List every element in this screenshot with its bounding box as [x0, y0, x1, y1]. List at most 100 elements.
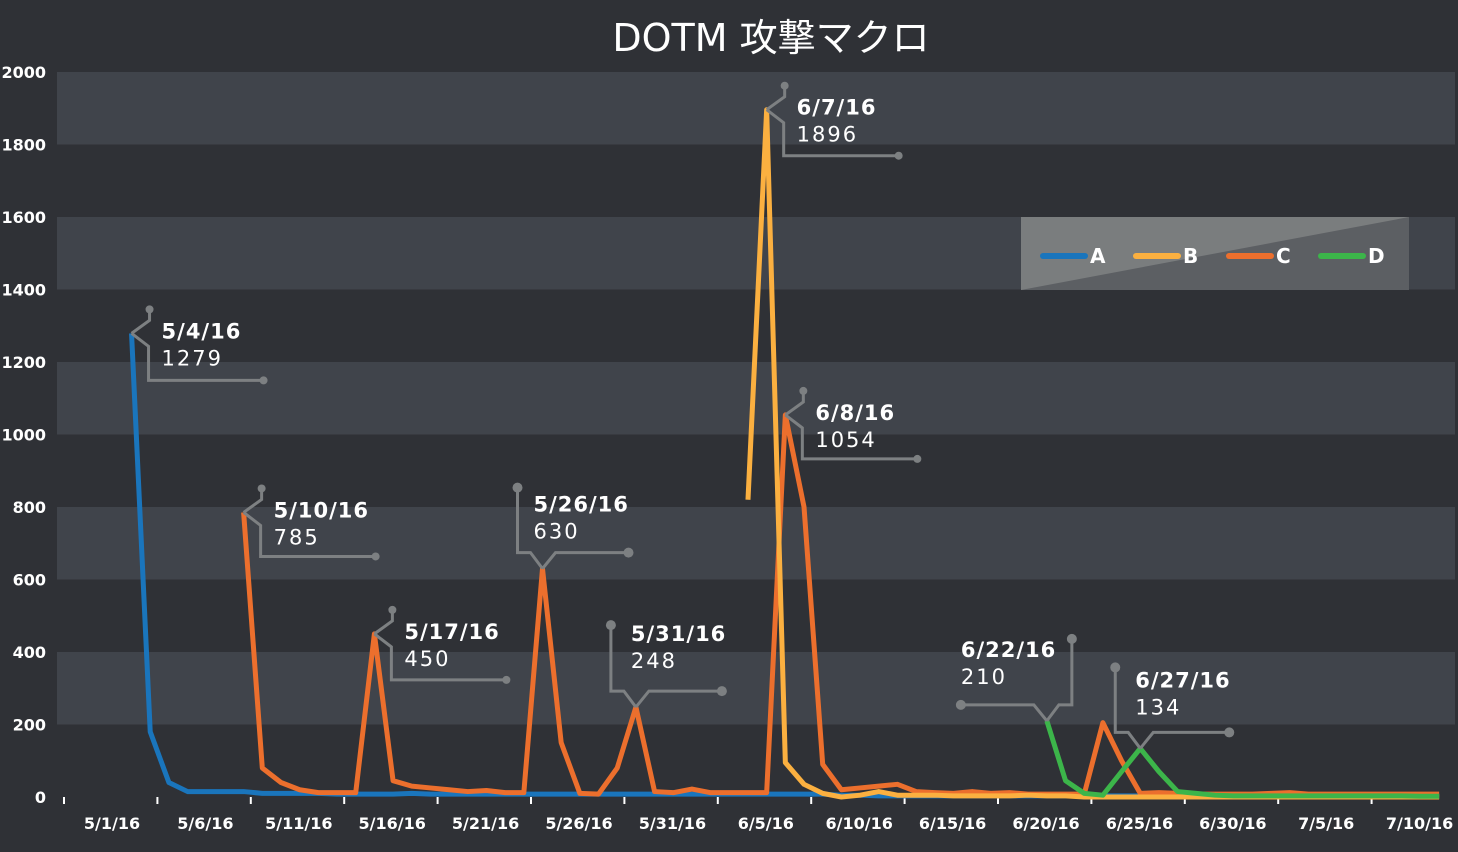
legend-box-highlight	[1021, 217, 1409, 290]
annotation-callout: 6/27/16 134	[1110, 662, 1235, 750]
annotation-callout: 6/7/16 1896	[765, 81, 903, 160]
legend-label-b: B	[1183, 244, 1198, 268]
annotation-date: 6/7/16	[797, 96, 877, 120]
x-tick-label: 6/5/16	[738, 814, 794, 833]
x-tick-label: 6/20/16	[1012, 814, 1079, 833]
callout-dot	[780, 81, 789, 90]
annotation-value: 210	[961, 665, 1007, 689]
chart-title: DOTM 攻撃マクロ	[612, 16, 929, 60]
x-tick-label: 5/21/16	[452, 814, 519, 833]
grid-band	[57, 72, 1455, 145]
series-line-d	[1044, 720, 1440, 799]
callout-dot	[955, 699, 966, 710]
annotations: 5/4/16 1279 5/10/16 785 5/17/16 450 5/26/16 630…	[130, 81, 1235, 750]
callout-dot	[1224, 727, 1235, 738]
annotation-callout: 5/17/16 450	[373, 605, 511, 684]
annotation-date: 5/17/16	[404, 620, 499, 644]
annotation-callout: 6/22/16 210	[955, 633, 1077, 722]
callout-dot	[716, 686, 727, 697]
callout-line	[130, 332, 264, 382]
callout-line	[541, 551, 629, 570]
y-axis: 0 200 400 600 800 1000 1200 1400 1600 1800 2000	[1, 63, 46, 807]
x-tick-label: 6/10/16	[826, 814, 893, 833]
x-tick-label: 5/16/16	[359, 814, 426, 833]
y-tick-label: 2000	[1, 63, 46, 82]
x-tick-label: 7/5/16	[1298, 814, 1354, 833]
x-tick-label: 6/25/16	[1106, 814, 1173, 833]
x-tick-label: 5/1/16	[84, 814, 140, 833]
annotation-callout: 5/10/16 785	[242, 484, 380, 561]
annotation-value: 1054	[815, 428, 876, 452]
annotation-callout: 5/4/16 1279	[130, 305, 268, 385]
annotation-date: 5/4/16	[162, 319, 242, 343]
annotation-callout: 5/31/16 248	[605, 620, 727, 709]
y-tick-label: 1000	[1, 426, 46, 445]
x-tick-label: 5/11/16	[265, 814, 332, 833]
callout-dot	[257, 484, 266, 493]
callout-line	[516, 487, 544, 570]
y-tick-label: 1600	[1, 208, 46, 227]
callout-line	[634, 689, 722, 709]
callout-line	[1045, 638, 1074, 722]
annotation-value: 1279	[162, 346, 223, 370]
annotation-value: 1896	[797, 123, 858, 147]
x-tick-label: 5/6/16	[177, 814, 233, 833]
callout-dot	[502, 675, 511, 684]
legend-label-a: A	[1090, 244, 1106, 268]
annotation-date: 5/10/16	[274, 498, 369, 522]
callout-dot	[605, 620, 616, 631]
grid-band	[57, 507, 1455, 580]
annotation-callout: 6/8/16 1054	[784, 386, 922, 463]
y-tick-label: 1800	[1, 136, 46, 155]
x-tick-label: 5/26/16	[545, 814, 612, 833]
y-tick-label: 600	[13, 571, 46, 590]
x-tick-label: 5/31/16	[639, 814, 706, 833]
callout-dot	[1110, 662, 1121, 673]
legend-label-c: C	[1276, 244, 1291, 268]
annotation-date: 5/26/16	[534, 493, 629, 517]
annotation-date: 6/27/16	[1135, 668, 1230, 692]
y-tick-label: 1200	[1, 353, 46, 372]
annotation-date: 6/8/16	[815, 401, 895, 425]
annotation-date: 5/31/16	[631, 622, 726, 646]
annotation-date: 6/22/16	[961, 638, 1056, 662]
callout-line	[1139, 730, 1230, 750]
annotation-value: 134	[1135, 695, 1181, 719]
callout-line	[1113, 667, 1142, 750]
y-tick-label: 200	[13, 716, 46, 735]
annotation-callout: 5/26/16 630	[512, 482, 634, 570]
grid-band	[57, 652, 1455, 725]
callout-dot	[145, 305, 154, 314]
legend-label-d: D	[1368, 244, 1385, 268]
x-tick-label: 7/10/16	[1386, 814, 1453, 833]
annotation-value: 248	[631, 649, 677, 673]
callout-dot	[1066, 633, 1077, 644]
callout-dot	[894, 151, 903, 160]
callout-dot	[388, 605, 397, 614]
callout-dot	[371, 552, 380, 561]
callout-dot	[799, 386, 808, 395]
annotation-value: 450	[404, 647, 450, 671]
callout-line	[242, 511, 376, 558]
callout-line	[960, 703, 1049, 722]
annotation-value: 630	[534, 520, 580, 544]
y-tick-label: 400	[13, 643, 46, 662]
y-tick-label: 0	[35, 788, 46, 807]
x-tick-label: 6/15/16	[919, 814, 986, 833]
annotation-value: 785	[274, 525, 320, 549]
series-lines	[129, 107, 1440, 800]
callout-line	[784, 413, 918, 461]
callout-line	[765, 108, 899, 158]
callout-line	[373, 632, 507, 682]
callout-line	[609, 625, 638, 708]
callout-dot	[913, 454, 922, 463]
legend: A B C D	[1021, 217, 1409, 290]
callout-dot	[512, 482, 523, 493]
callout-dot	[259, 376, 268, 385]
callout-dot	[623, 547, 634, 558]
y-tick-label: 1400	[1, 281, 46, 300]
y-tick-label: 800	[13, 498, 46, 517]
x-axis: 5/1/16 5/6/16 5/11/16 5/16/16 5/21/16 5/26/16…	[63, 797, 1453, 833]
x-tick-label: 6/30/16	[1199, 814, 1266, 833]
